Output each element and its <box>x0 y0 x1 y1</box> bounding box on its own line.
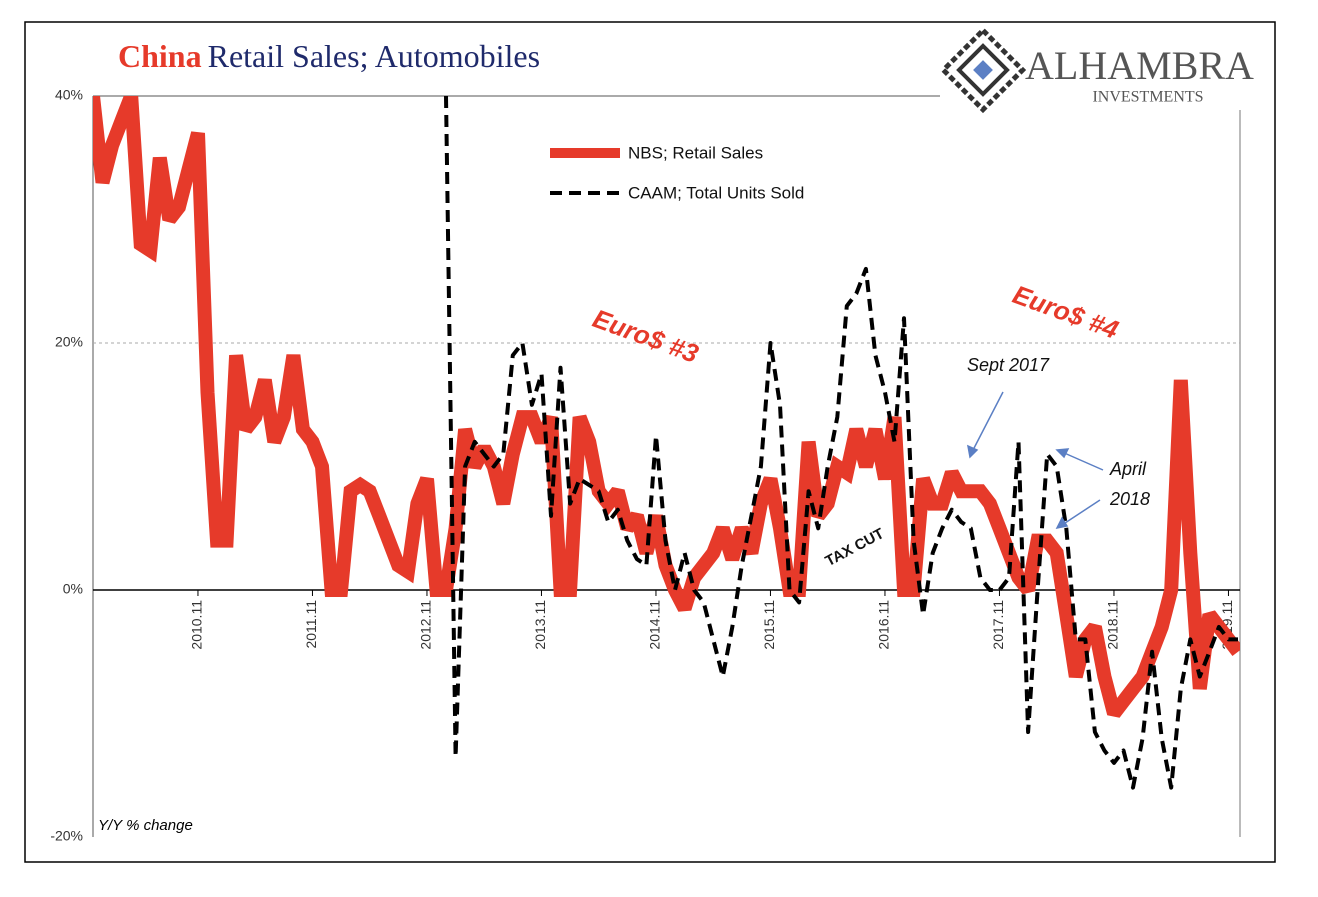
chart-title: China Retail Sales; Automobiles <box>118 38 540 74</box>
x-tick-label: 2012.11 <box>418 600 434 650</box>
series-line <box>444 96 1238 790</box>
frame <box>24 21 1276 863</box>
y-tick-label: 40% <box>55 87 83 103</box>
title-rest: Retail Sales; Automobiles <box>208 38 540 74</box>
brand-name: ALHAMBRA <box>1025 43 1254 88</box>
series-line <box>93 96 1240 718</box>
x-tick-label: 2011.11 <box>303 600 319 649</box>
annotation: April <box>1109 459 1147 479</box>
x-tick-label: 2015.11 <box>761 600 777 650</box>
x-tick-label: 2016.11 <box>876 600 892 650</box>
x-tick-label: 2017.11 <box>990 600 1006 650</box>
legend-label: CAAM; Total Units Sold <box>628 183 804 202</box>
annotation: Sept 2017 <box>967 355 1050 375</box>
annotation-arrows <box>967 391 1104 530</box>
y-tick-label: 0% <box>63 581 83 597</box>
y-tick-label: -20% <box>50 828 83 844</box>
brand-tagline: INVESTMENTS <box>1092 89 1203 106</box>
x-tick-label: 2018.11 <box>1105 600 1121 650</box>
title-highlight: China <box>118 38 202 74</box>
x-tick-label: 2013.11 <box>532 600 548 650</box>
plot-area <box>93 96 1240 790</box>
y-axis-label: Y/Y % change <box>98 817 193 834</box>
x-tick-label: 2010.11 <box>189 600 205 650</box>
y-tick-label: 20% <box>55 334 83 350</box>
x-tick-label: 2014.11 <box>647 600 663 650</box>
annotation: 2018 <box>1109 489 1150 509</box>
legend-label: NBS; Retail Sales <box>628 143 763 162</box>
